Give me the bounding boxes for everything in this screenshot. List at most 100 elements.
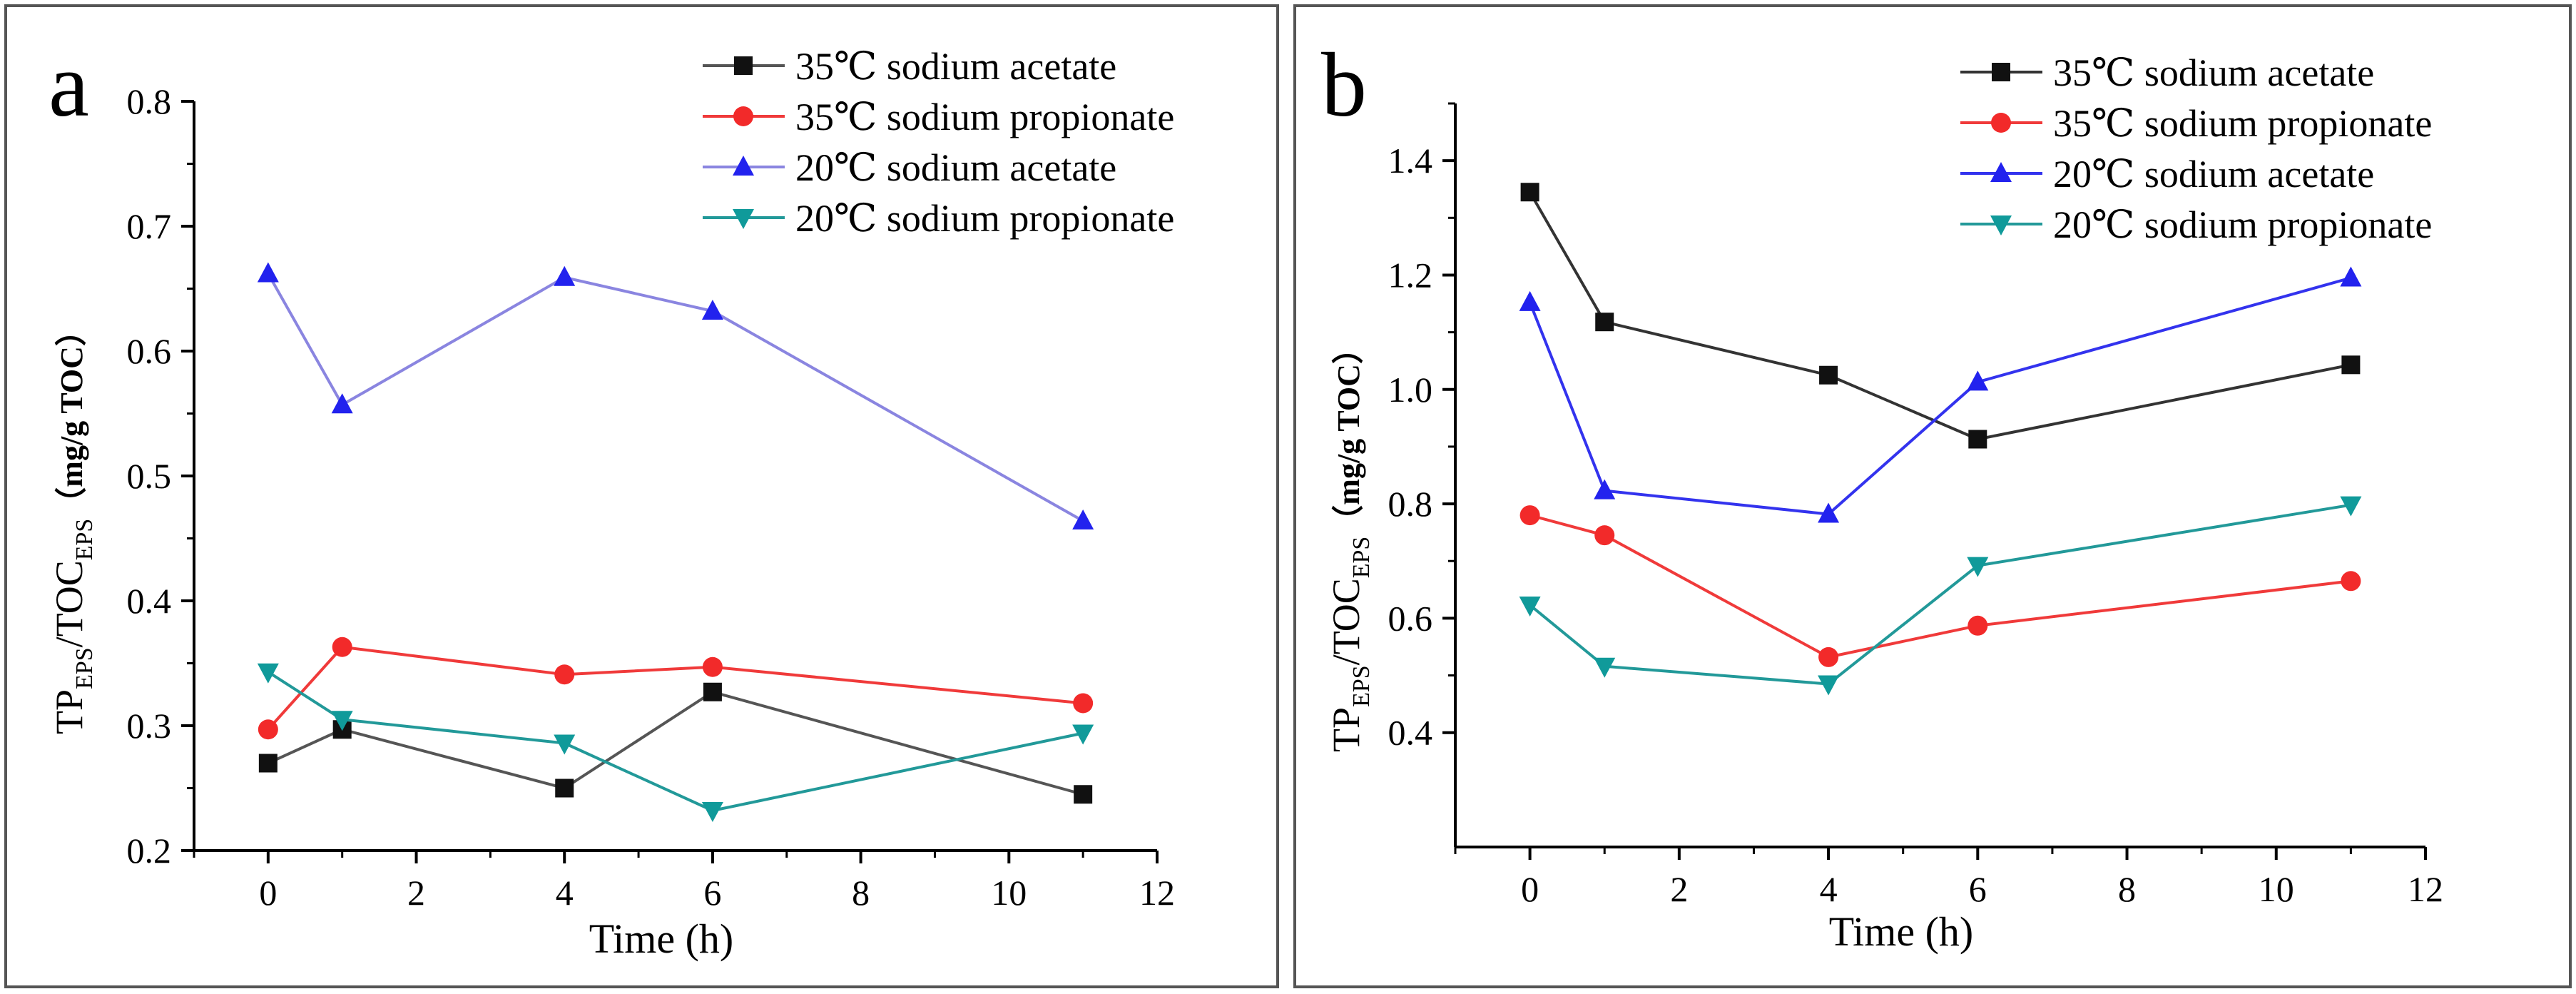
panel-a-y-tick-label: 0.8 [127, 81, 172, 121]
panel-b-x-axis-title: Time (h) [1829, 908, 1974, 955]
panel-a-x-tick-label: 10 [991, 873, 1027, 913]
panel-b-data-point [1519, 596, 1541, 617]
panel-b-data-point [2341, 355, 2361, 375]
panel-a-y-axis-toc: /TOC [48, 560, 91, 647]
panel-b-legend-label-2: 20℃ sodium acetate [2053, 153, 2374, 196]
panel-b-y-axis-title: TPEPS/TOCEPS（mg/g TOC） [1325, 333, 1375, 752]
panel-b-data-point [1819, 365, 1838, 385]
panel-a-y-axis-sub1: EPS [71, 647, 98, 689]
panel-a-data-point [554, 734, 576, 755]
panel-b-frame [1293, 4, 2572, 988]
panel-a-y-axis-title: TPEPS/TOCEPS（mg/g TOC） [48, 315, 98, 734]
panel-a-y-tick-label: 0.7 [127, 206, 172, 246]
panel-a-legend-marker-3 [733, 209, 754, 229]
panel-b-y-tick-label: 0.8 [1388, 484, 1433, 524]
panel-a: a 0 2 4 6 8 10 12 0.2 0.3 0.4 0.5 0.6 0.7 0.8 Time (h… [4, 4, 1279, 988]
panel-a-data-point [1074, 785, 1093, 804]
panel-a-y-tick-label: 0.4 [127, 581, 172, 621]
panel-b-x-tick-label: 10 [2259, 869, 2294, 909]
panel-b-label: b [1321, 34, 1367, 136]
panel-a-y-tick-label: 0.5 [127, 456, 172, 496]
panel-b-y-axis-tp: TP [1325, 707, 1368, 752]
panel-b-data-point [2341, 571, 2361, 592]
panel-b-x-tick-label: 6 [1969, 869, 1987, 909]
panel-a-x-axis-title: Time (h) [589, 916, 734, 962]
panel-a-legend-marker-2 [733, 156, 754, 176]
panel-b-data-point [1594, 479, 1616, 499]
panel-b-data-point [2340, 496, 2362, 517]
panel-a-y-tick-label: 0.2 [127, 831, 172, 871]
panel-b-x-tick-label: 2 [1670, 869, 1688, 909]
panel-a-legend-label-1: 35℃ sodium propionate [795, 96, 1174, 138]
panel-a-x-tick-label: 12 [1139, 873, 1175, 913]
panel-a-data-point [554, 664, 575, 685]
panel-b-y-axis-toc: /TOC [1325, 578, 1368, 665]
panel-b-x-tick-label: 0 [1521, 869, 1539, 909]
panel-b-legend-marker-0 [1992, 63, 2010, 81]
panel-a-legend-marker-0 [734, 56, 753, 75]
panel-b-data-point [1519, 290, 1541, 311]
panel-a-x-tick-label: 2 [407, 873, 425, 913]
panel-a-y-axis-tp: TP [48, 689, 91, 734]
panel-b-data-point [1967, 370, 1989, 391]
panel-b-plot: 0 2 4 6 8 10 12 0.4 0.6 0.8 1.0 1.2 1.4 [1388, 102, 2443, 909]
panel-b-y-axis-unit: （mg/g TOC） [1331, 333, 1366, 537]
panel-b-x-tick-label: 12 [2408, 869, 2443, 909]
panel-b-legend-label-0: 35℃ sodium acetate [2053, 51, 2374, 94]
panel-b-data-point [1594, 525, 1615, 546]
panel-a-data-point [555, 779, 574, 798]
panel-a-frame [4, 4, 1279, 988]
panel-b-x-tick-label: 8 [2118, 869, 2136, 909]
panel-b-data-point [1968, 430, 1987, 449]
panel-b-data-point [2340, 266, 2362, 287]
panel-a-y-axis-unit: （mg/g TOC） [54, 315, 89, 519]
panel-b-y-axis-sub1: EPS [1348, 665, 1375, 707]
panel-a-legend-label-3: 20℃ sodium propionate [795, 197, 1174, 240]
panel-b-data-point [1818, 502, 1840, 523]
panel-b-data-point [1967, 615, 1988, 636]
panel-a-data-point [257, 663, 279, 684]
panel-a-legend-label-2: 20℃ sodium acetate [795, 146, 1116, 189]
panel-b-legend-marker-3 [1990, 215, 2012, 235]
panel-a-data-point [332, 637, 352, 657]
panel-b-legend: 35℃ sodium acetate 35℃ sodium propionate 2… [1960, 51, 2432, 246]
panel-a-y-axis-sub2: EPS [71, 519, 98, 561]
panel-b-legend-marker-2 [1990, 162, 2012, 182]
panel-a-data-point [554, 265, 576, 286]
panel-a-data-point [257, 262, 279, 283]
panel-a-legend-label-0: 35℃ sodium acetate [795, 45, 1116, 88]
panel-a-x-tick-label: 4 [556, 873, 574, 913]
panel-a-plot: 0 2 4 6 8 10 12 0.2 0.3 0.4 0.5 0.6 0.7 0.8 [127, 81, 1176, 913]
panel-a-legend-marker-1 [733, 106, 753, 126]
panel-b-y-tick-label: 0.6 [1388, 598, 1433, 638]
panel-b-data-point [1594, 657, 1616, 678]
panel-a-data-point [258, 754, 278, 773]
panel-a-data-point [1073, 693, 1094, 714]
panel-b: b 0 2 4 6 8 10 12 0.4 0.6 0.8 1.0 1.2 1.4 Time (h) T… [1293, 4, 2572, 988]
panel-b-y-tick-label: 1.0 [1388, 370, 1433, 410]
panel-a-data-point [331, 711, 353, 731]
panel-a-label: a [49, 34, 89, 136]
panel-a-legend: 35℃ sodium acetate 35℃ sodium propionate 2… [703, 45, 1174, 240]
panel-a-data-point [702, 656, 723, 677]
panel-b-x-tick-label: 4 [1820, 869, 1838, 909]
panel-a-data-point [1072, 509, 1094, 529]
panel-a-data-point [703, 682, 722, 701]
panel-b-data-point [1818, 675, 1840, 696]
panel-a-x-tick-label: 0 [259, 873, 277, 913]
panel-a-data-point [701, 802, 723, 822]
panel-b-data-point [1595, 313, 1614, 332]
panel-a-x-tick-label: 8 [852, 873, 870, 913]
panel-a-x-tick-label: 6 [703, 873, 721, 913]
panel-b-data-point [1520, 183, 1539, 202]
panel-b-data-point [1818, 646, 1839, 667]
panel-b-y-tick-label: 1.2 [1388, 255, 1433, 295]
panel-b-legend-marker-1 [1991, 113, 2011, 133]
panel-b-data-point [1967, 557, 1989, 577]
panel-b-y-tick-label: 1.4 [1388, 141, 1433, 181]
panel-a-data-point [258, 719, 278, 740]
panel-a-y-tick-label: 0.3 [127, 706, 172, 746]
panel-b-y-axis-sub2: EPS [1348, 537, 1375, 579]
panel-a-data-point [331, 393, 353, 414]
